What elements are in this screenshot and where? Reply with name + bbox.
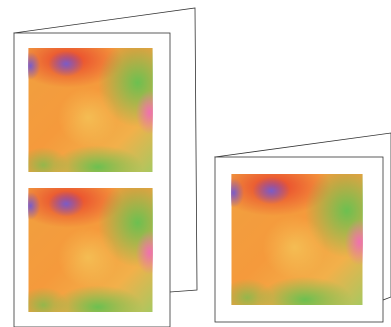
card-illustration [13,7,391,327]
